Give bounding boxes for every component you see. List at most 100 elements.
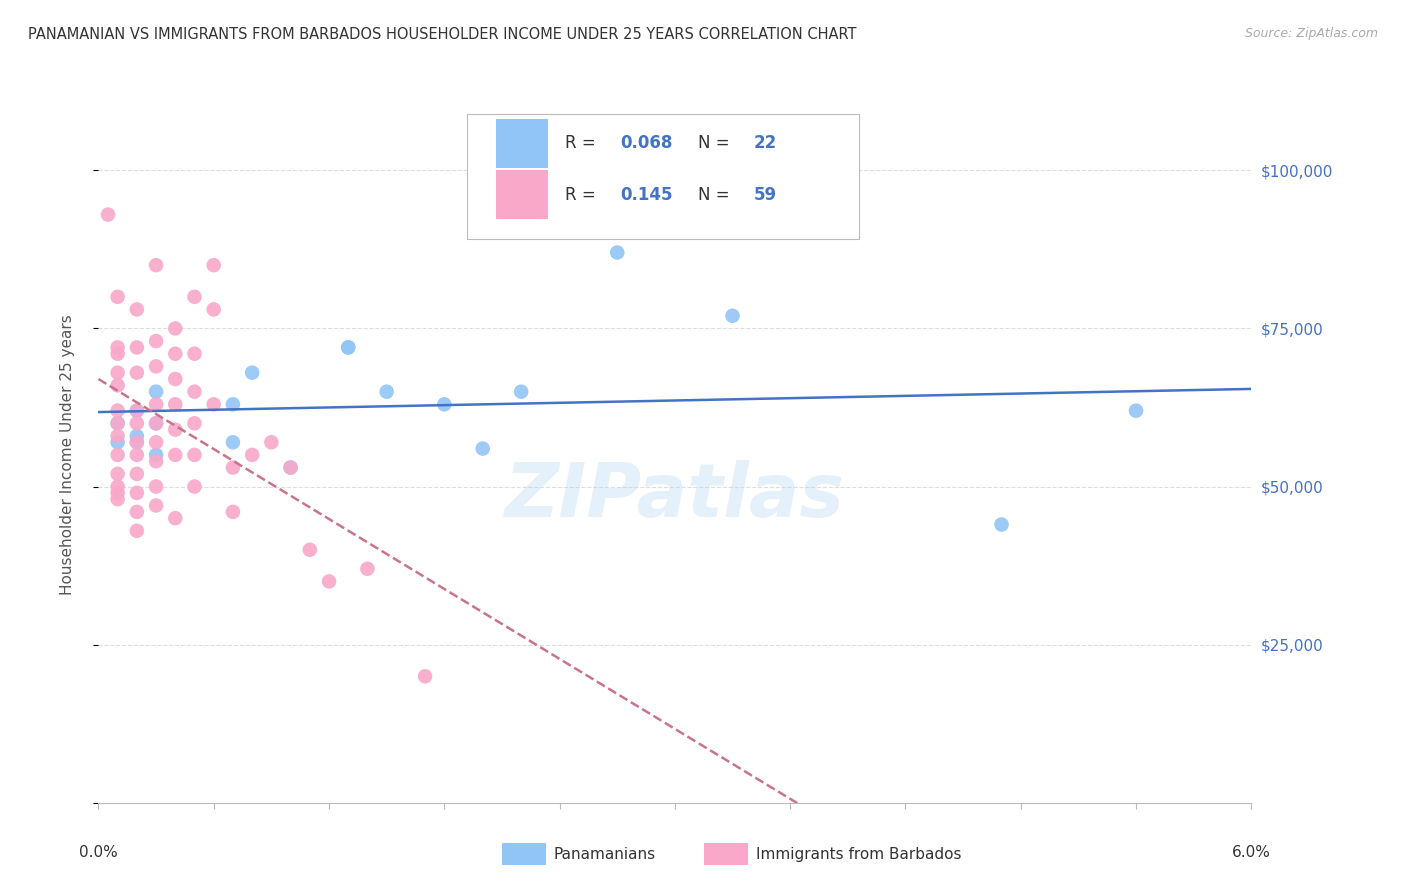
Point bbox=[183, 384, 205, 399]
Point bbox=[145, 448, 167, 462]
Point bbox=[125, 403, 148, 417]
FancyBboxPatch shape bbox=[467, 114, 859, 239]
Point bbox=[125, 366, 148, 380]
Point bbox=[183, 448, 205, 462]
Point bbox=[183, 290, 205, 304]
Point bbox=[145, 499, 167, 513]
Text: 0.145: 0.145 bbox=[620, 186, 673, 203]
Point bbox=[125, 302, 148, 317]
Point bbox=[510, 384, 533, 399]
Point bbox=[606, 245, 628, 260]
Point bbox=[165, 347, 187, 361]
Text: ZIPatlas: ZIPatlas bbox=[505, 460, 845, 533]
Point bbox=[202, 258, 225, 272]
Point bbox=[240, 448, 263, 462]
Point bbox=[145, 435, 167, 450]
FancyBboxPatch shape bbox=[502, 843, 546, 865]
Point bbox=[145, 479, 167, 493]
Point bbox=[183, 417, 205, 431]
Point bbox=[356, 562, 378, 576]
Point bbox=[145, 397, 167, 411]
Text: N =: N = bbox=[697, 186, 735, 203]
Point bbox=[222, 460, 245, 475]
Point bbox=[433, 397, 456, 411]
Text: 0.068: 0.068 bbox=[620, 135, 673, 153]
Point bbox=[721, 309, 744, 323]
Point bbox=[125, 467, 148, 481]
Point bbox=[280, 460, 302, 475]
Point bbox=[107, 492, 129, 507]
Text: 6.0%: 6.0% bbox=[1232, 845, 1271, 860]
Point bbox=[990, 517, 1012, 532]
Point bbox=[107, 340, 129, 354]
Point bbox=[165, 321, 187, 335]
Point bbox=[240, 366, 263, 380]
Point bbox=[107, 417, 129, 431]
Point bbox=[125, 417, 148, 431]
Point bbox=[165, 448, 187, 462]
Point bbox=[222, 397, 245, 411]
Point bbox=[125, 505, 148, 519]
Point bbox=[107, 467, 129, 481]
Point bbox=[202, 302, 225, 317]
Point bbox=[107, 486, 129, 500]
Point bbox=[107, 417, 129, 431]
Point bbox=[107, 290, 129, 304]
Point bbox=[107, 403, 129, 417]
Point bbox=[318, 574, 340, 589]
Point bbox=[260, 435, 283, 450]
Point bbox=[125, 429, 148, 443]
Point bbox=[145, 258, 167, 272]
Point bbox=[222, 505, 245, 519]
Point bbox=[125, 448, 148, 462]
Text: 0.0%: 0.0% bbox=[79, 845, 118, 860]
Point bbox=[1125, 403, 1147, 417]
Point bbox=[337, 340, 360, 354]
Text: R =: R = bbox=[565, 135, 602, 153]
Point bbox=[471, 442, 494, 456]
Text: R =: R = bbox=[565, 186, 602, 203]
Point bbox=[165, 511, 187, 525]
Point bbox=[280, 460, 302, 475]
FancyBboxPatch shape bbox=[496, 170, 548, 219]
Point bbox=[125, 524, 148, 538]
Text: Source: ZipAtlas.com: Source: ZipAtlas.com bbox=[1244, 27, 1378, 40]
Text: Panamanians: Panamanians bbox=[554, 847, 657, 862]
FancyBboxPatch shape bbox=[496, 119, 548, 168]
Point bbox=[145, 334, 167, 348]
Point bbox=[165, 423, 187, 437]
Point bbox=[145, 359, 167, 374]
Point bbox=[165, 372, 187, 386]
Point bbox=[125, 486, 148, 500]
Y-axis label: Householder Income Under 25 years: Householder Income Under 25 years bbox=[60, 315, 75, 595]
Point bbox=[183, 347, 205, 361]
Point bbox=[107, 378, 129, 392]
Point bbox=[222, 435, 245, 450]
Point bbox=[413, 669, 436, 683]
Text: N =: N = bbox=[697, 135, 735, 153]
Point bbox=[145, 417, 167, 431]
Point bbox=[125, 435, 148, 450]
Point bbox=[107, 366, 129, 380]
FancyBboxPatch shape bbox=[704, 843, 748, 865]
Point bbox=[298, 542, 321, 557]
Point bbox=[125, 340, 148, 354]
Text: Immigrants from Barbados: Immigrants from Barbados bbox=[755, 847, 962, 862]
Point bbox=[375, 384, 398, 399]
Point bbox=[125, 403, 148, 417]
Point bbox=[202, 397, 225, 411]
Point bbox=[107, 435, 129, 450]
Point bbox=[145, 384, 167, 399]
Point bbox=[107, 448, 129, 462]
Point bbox=[107, 347, 129, 361]
Point bbox=[107, 429, 129, 443]
Point bbox=[183, 479, 205, 493]
Point bbox=[337, 340, 360, 354]
Point bbox=[107, 479, 129, 493]
Point bbox=[145, 417, 167, 431]
Point bbox=[165, 397, 187, 411]
Point bbox=[97, 208, 120, 222]
Text: PANAMANIAN VS IMMIGRANTS FROM BARBADOS HOUSEHOLDER INCOME UNDER 25 YEARS CORRELA: PANAMANIAN VS IMMIGRANTS FROM BARBADOS H… bbox=[28, 27, 856, 42]
Point bbox=[145, 454, 167, 468]
Text: 59: 59 bbox=[754, 186, 776, 203]
